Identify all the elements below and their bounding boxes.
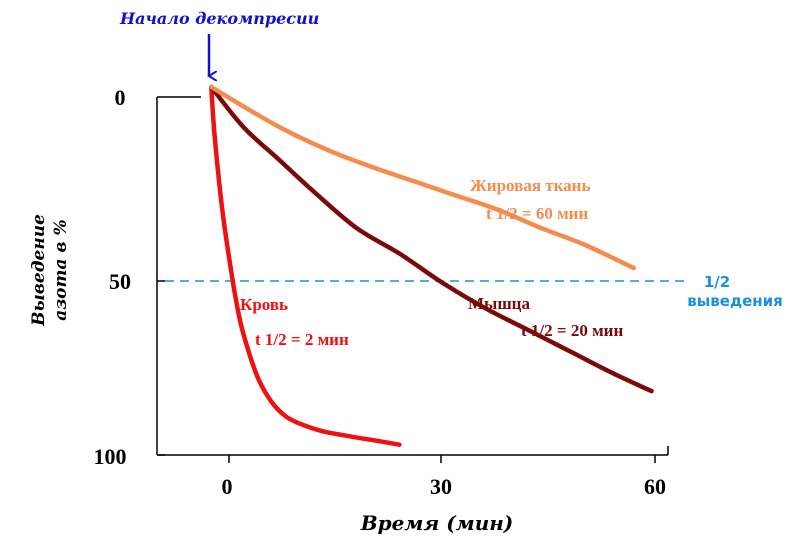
series-label-fat: Жировая ткань (470, 176, 590, 195)
y-tick-label-100: 100 (94, 444, 127, 469)
y-tick-label-0: 0 (115, 85, 126, 110)
y-axis-title: Выведение азота в % (29, 214, 71, 327)
decompression-start-label: Начало декомпресии (119, 9, 319, 28)
series-line-blood (209, 84, 402, 447)
y-axis-title-line1: Выведение (29, 214, 49, 327)
x-tick-label-30: 30 (430, 474, 452, 499)
series-annotation-fat: t 1/2 = 60 мин (486, 204, 588, 223)
series-label-muscle: Мышца (468, 294, 530, 313)
half-elimination-label-line2: выведения (687, 292, 783, 310)
series-label-blood: Кровь (240, 295, 288, 314)
series-annotation-blood: t 1/2 = 2 мин (255, 330, 349, 349)
series-annotation-muscle: t 1/2 = 20 мин (521, 321, 623, 340)
x-tick-label-60: 60 (644, 474, 666, 499)
y-tick-label-50: 50 (109, 269, 131, 294)
series-layer (209, 84, 654, 447)
series-line-muscle (209, 84, 654, 394)
y-axis-title-line2: азота в % (51, 219, 71, 320)
series-line-fat (209, 84, 636, 271)
y-axis (156, 96, 201, 456)
half-elimination-label-line1: 1/2 (704, 273, 730, 291)
x-axis-title: Время (мин) (360, 511, 514, 535)
x-axis (157, 446, 669, 463)
x-tick-label-0: 0 (222, 474, 233, 499)
